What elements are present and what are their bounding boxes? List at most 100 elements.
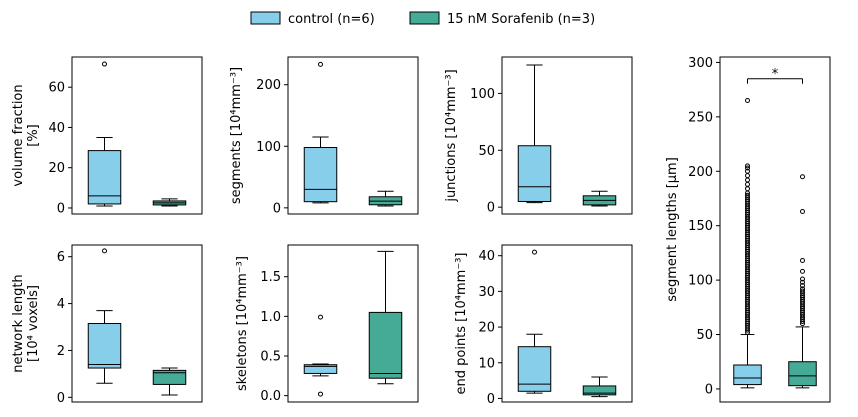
y-tick-label: 100	[256, 140, 281, 155]
y-tick-label: 6	[57, 250, 65, 265]
chart-end-points: 0 10 20 30 40 end points [10⁴mm⁻³]	[454, 244, 633, 407]
outlier-point	[532, 249, 537, 255]
axes-frame	[71, 56, 203, 215]
outlier-point	[800, 268, 805, 274]
axes-frame	[501, 244, 633, 403]
outlier-point	[800, 279, 805, 285]
y-axis-label: skeletons [10⁴mm⁻³]	[235, 256, 250, 391]
axes-frame	[719, 56, 831, 403]
outlier-point	[102, 61, 107, 67]
chart-network-length: 0 2 4 6 network length [10⁴ voxels]	[11, 244, 203, 406]
chart-volume-fraction: 0 20 40 60 volume fraction [%]	[11, 56, 203, 216]
outlier-point	[800, 286, 805, 292]
iqr-box	[87, 323, 122, 369]
chart-junctions: 0 50 100 junctions [10⁴mm⁻³]	[444, 56, 633, 216]
outlier-point	[800, 283, 805, 289]
box-sorafenib	[368, 190, 403, 207]
box-sorafenib	[152, 198, 187, 207]
y-axis-label: volume fraction	[11, 84, 26, 186]
y-tick-label: 0	[487, 201, 495, 216]
box-control	[87, 61, 122, 207]
outlier-point	[745, 186, 750, 192]
y-tick-label: 30	[478, 285, 495, 300]
legend: control (n=6) 15 nM Sorafenib (n=3)	[250, 11, 595, 27]
outlier-point	[800, 258, 805, 264]
y-tick-label: 150	[688, 219, 713, 234]
y-tick-label: 250	[688, 110, 713, 125]
outlier-point	[745, 98, 750, 104]
iqr-box	[87, 150, 122, 205]
y-tick-label: 100	[688, 274, 713, 289]
box-sorafenib	[788, 174, 817, 389]
y-axis-label: network length	[11, 274, 26, 372]
y-axis-label: segment lengths [µm]	[665, 157, 680, 302]
box-sorafenib	[368, 250, 403, 385]
y-tick-label: 4	[57, 297, 65, 312]
legend-label-control: control (n=6)	[288, 12, 375, 27]
outlier-point	[800, 276, 805, 282]
y-tick-label: 50	[696, 328, 713, 343]
y-tick-label: 0	[487, 392, 495, 407]
box-control	[517, 249, 552, 394]
outlier-point	[800, 174, 805, 180]
y-axis-label: junctions [10⁴mm⁻³]	[444, 69, 459, 202]
outlier-point	[745, 165, 750, 171]
chart-segment-lengths: 0 50 100 150 200 250 300 segment lengths [µm] *	[665, 56, 831, 403]
y-axis-label: [10⁴ voxels]	[26, 285, 41, 362]
y-axis-label: segments [10⁴mm⁻³]	[229, 67, 244, 204]
outlier-point	[745, 173, 750, 179]
box-control	[733, 98, 762, 389]
outlier-point	[745, 168, 750, 174]
y-tick-label: 10	[478, 356, 495, 371]
y-tick-label: 40	[48, 121, 65, 136]
y-tick-label: 60	[48, 81, 65, 96]
iqr-box	[368, 311, 403, 379]
chart-skeletons: 0.0 0.5 1.0 1.5 skeletons [10⁴mm⁻³]	[235, 244, 419, 404]
box-control	[87, 248, 122, 384]
outlier-point	[318, 314, 323, 320]
box-control	[303, 61, 338, 204]
y-tick-label: 0	[57, 391, 65, 406]
iqr-box	[582, 385, 617, 396]
y-tick-label: 0.5	[260, 350, 281, 365]
axes-frame	[501, 56, 633, 215]
box-control	[517, 64, 552, 204]
axes-frame	[287, 244, 419, 403]
outlier-point	[745, 177, 750, 183]
y-tick-label: 1.0	[260, 310, 281, 325]
y-tick-label: 100	[470, 87, 495, 102]
y-tick-label: 0	[705, 382, 713, 397]
box-sorafenib	[582, 376, 617, 398]
axes-frame	[71, 244, 203, 403]
y-tick-label: 200	[688, 165, 713, 180]
y-tick-label: 0	[273, 201, 281, 216]
legend-swatch-sorafenib	[409, 11, 440, 25]
outlier-point	[745, 181, 750, 187]
y-tick-label: 300	[688, 56, 713, 71]
legend-label-sorafenib: 15 nM Sorafenib (n=3)	[447, 12, 595, 27]
y-tick-label: 200	[256, 78, 281, 93]
outlier-point	[745, 163, 750, 169]
box-sorafenib	[582, 190, 617, 207]
axes-frame	[287, 56, 419, 215]
iqr-box	[517, 145, 552, 202]
box-sorafenib	[152, 367, 187, 396]
y-tick-label: 2	[57, 344, 65, 359]
iqr-box	[788, 361, 817, 387]
iqr-box	[303, 147, 338, 203]
y-tick-label: 0	[57, 201, 65, 216]
y-tick-label: 40	[478, 249, 495, 264]
box-control	[303, 314, 338, 397]
outlier-point	[102, 248, 107, 254]
y-tick-label: 0.0	[260, 389, 281, 404]
y-axis-label: end points [10⁴mm⁻³]	[454, 253, 469, 395]
iqr-box	[733, 364, 762, 386]
y-tick-label: 20	[48, 161, 65, 176]
iqr-box	[152, 369, 187, 385]
y-axis-label: [%]	[26, 124, 41, 147]
outlier-point	[318, 61, 323, 67]
y-tick-label: 1.5	[260, 270, 281, 285]
outlier-point	[800, 288, 805, 294]
